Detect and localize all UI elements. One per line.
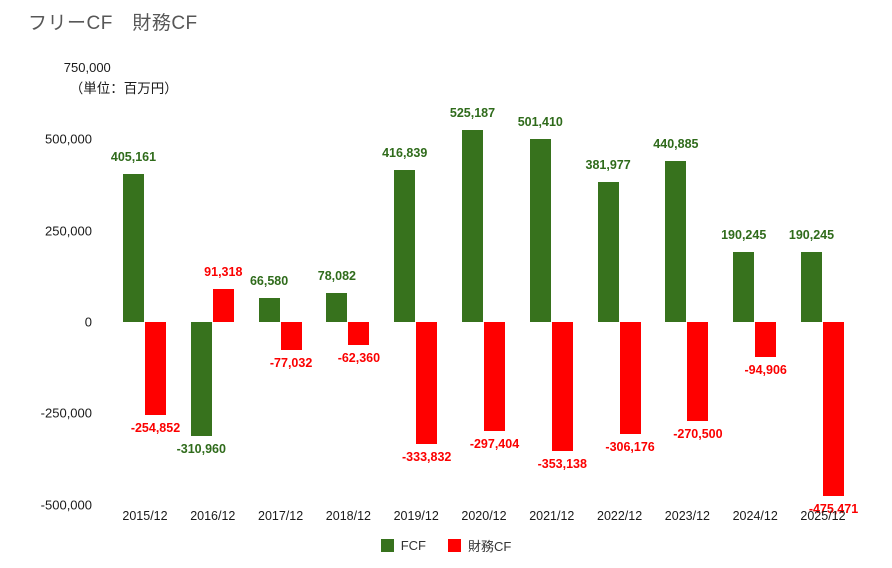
bar-fcf[interactable] xyxy=(801,252,822,322)
bar-value-label-fcf: 525,187 xyxy=(449,106,496,120)
x-axis-tick-label: 2024/12 xyxy=(732,509,778,523)
y-axis-tick-label: -250,000 xyxy=(40,405,92,421)
chart-legend: FCF 財務CF xyxy=(0,536,892,555)
bar-fin[interactable] xyxy=(823,322,844,496)
unit-note: （単位：百万円） xyxy=(69,81,178,96)
legend-swatch-icon xyxy=(447,539,461,552)
bar-value-label-fcf: 416,839 xyxy=(382,145,428,160)
bar-value-label-fcf: 190,245 xyxy=(788,228,835,243)
bar-fcf[interactable] xyxy=(529,138,551,322)
bar-value-label-fin: -254,852 xyxy=(130,421,181,436)
bar-fcf[interactable] xyxy=(733,252,755,322)
bar-fin[interactable] xyxy=(280,322,302,351)
legend-label: FCF xyxy=(400,538,426,553)
bar-value-label-fin: -62,360 xyxy=(337,350,381,365)
bar-value-label-fin: -333,832 xyxy=(402,450,452,465)
bar-fin[interactable] xyxy=(348,322,370,345)
bar-fin[interactable] xyxy=(687,322,709,421)
bar-fin[interactable] xyxy=(619,322,641,434)
bar-fcf[interactable] xyxy=(462,130,483,322)
legend-label: 財務CF xyxy=(467,539,512,554)
bar-fcf[interactable] xyxy=(597,182,619,322)
bar-value-label-fin: -475,471 xyxy=(808,501,859,516)
bar-value-label-fin: -306,176 xyxy=(605,439,655,454)
x-axis-tick-label: 2020/12 xyxy=(461,509,507,523)
bar-value-label-fin: -353,138 xyxy=(537,457,587,472)
bar-value-label-fcf: 405,161 xyxy=(110,149,157,164)
bar-fin[interactable] xyxy=(145,322,166,416)
x-axis-tick-label: 2015/12 xyxy=(122,509,168,523)
x-axis-tick-label: 2017/12 xyxy=(258,509,304,523)
axis-top-value: 750,000 xyxy=(63,60,111,75)
y-axis-tick-label: 0 xyxy=(84,314,92,330)
bar-value-label-fcf: 190,245 xyxy=(721,228,767,243)
x-axis-tick-label: 2025/12 xyxy=(800,509,846,523)
y-axis-tick-label: 500,000 xyxy=(45,131,92,147)
x-axis-tick-label: 2021/12 xyxy=(529,509,575,523)
y-axis-tick-label: -500,000 xyxy=(40,497,92,513)
bar-value-label-fin: -270,500 xyxy=(673,426,723,441)
bar-value-label-fcf: 66,580 xyxy=(249,273,289,288)
bar-value-label-fin: 91,318 xyxy=(204,264,243,279)
page-title: フリーCF 財務CF xyxy=(28,13,198,34)
bar-value-label-fcf: -310,960 xyxy=(176,441,226,456)
x-axis-tick-label: 2022/12 xyxy=(597,509,643,523)
bar-fcf[interactable] xyxy=(326,293,348,322)
bar-fin[interactable] xyxy=(551,322,573,452)
unit-row: 750,000 （単位：百万円） xyxy=(46,41,178,96)
x-axis-tick-label: 2018/12 xyxy=(325,509,371,523)
bar-value-label-fcf: 381,977 xyxy=(585,158,631,173)
legend-item-fin[interactable]: 財務CF xyxy=(447,536,512,555)
bar-fcf[interactable] xyxy=(123,173,144,322)
bar-fin[interactable] xyxy=(484,322,505,431)
x-axis-tick-label: 2016/12 xyxy=(190,509,236,523)
bar-fcf[interactable] xyxy=(394,169,416,322)
bar-fcf[interactable] xyxy=(190,322,212,436)
bar-value-label-fcf: 501,410 xyxy=(517,114,563,129)
x-axis-tick-label: 2019/12 xyxy=(393,509,439,523)
bar-fin[interactable] xyxy=(416,322,438,445)
bar-value-label-fin: -297,404 xyxy=(469,436,520,451)
bar-value-label-fin: -77,032 xyxy=(269,356,313,371)
x-axis-tick-label: 2023/12 xyxy=(664,509,710,523)
legend-swatch-icon xyxy=(380,539,394,552)
legend-item-fcf[interactable]: FCF xyxy=(380,538,426,553)
bar-value-label-fin: -94,906 xyxy=(744,362,787,377)
y-axis-tick-label: 250,000 xyxy=(45,223,92,239)
bar-fin[interactable] xyxy=(755,322,777,357)
bar-value-label-fcf: 78,082 xyxy=(317,269,357,284)
bar-fcf[interactable] xyxy=(665,160,687,322)
bar-fcf[interactable] xyxy=(258,297,280,322)
bar-fin[interactable] xyxy=(212,288,234,322)
bar-value-label-fcf: 440,885 xyxy=(653,136,699,151)
